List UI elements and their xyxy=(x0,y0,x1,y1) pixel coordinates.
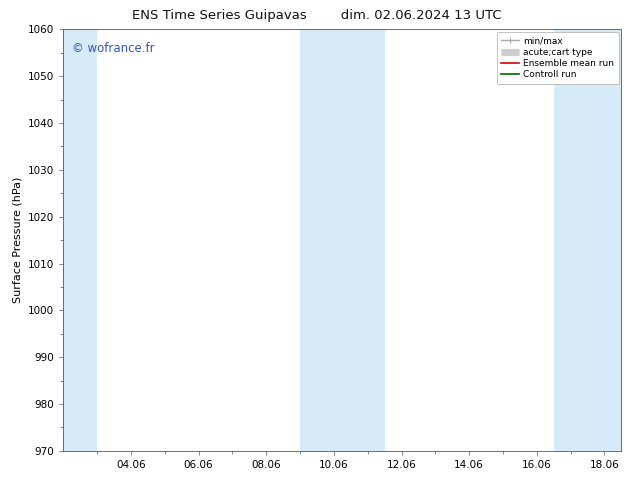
Y-axis label: Surface Pressure (hPa): Surface Pressure (hPa) xyxy=(13,177,23,303)
Text: ENS Time Series Guipavas        dim. 02.06.2024 13 UTC: ENS Time Series Guipavas dim. 02.06.2024… xyxy=(132,9,502,22)
Legend: min/max, acute;cart type, Ensemble mean run, Controll run: min/max, acute;cart type, Ensemble mean … xyxy=(497,32,619,84)
Bar xyxy=(300,29,385,451)
Text: © wofrance.fr: © wofrance.fr xyxy=(72,42,155,55)
Bar xyxy=(63,29,97,451)
Bar xyxy=(553,29,621,451)
